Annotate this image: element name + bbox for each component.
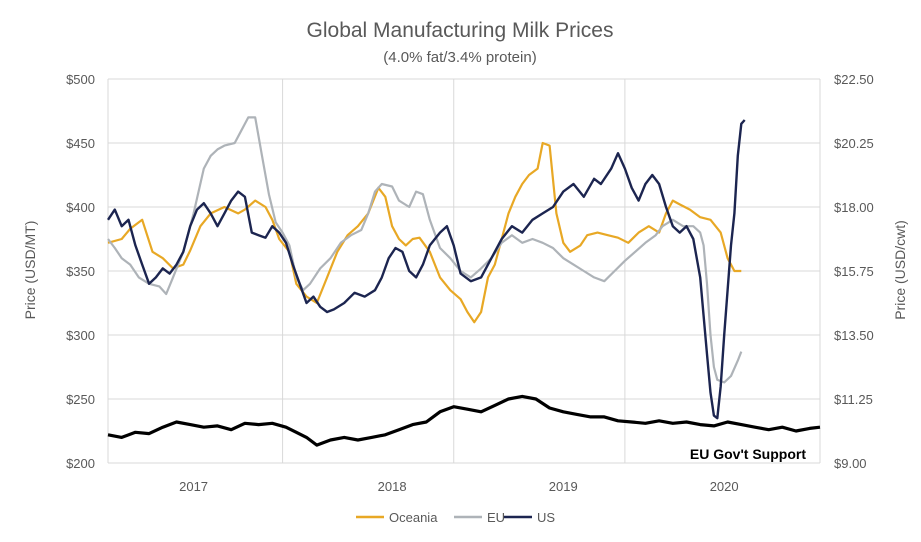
eu-gov-support-annotation: EU Gov't Support <box>690 446 806 462</box>
x-tick-label: 2020 <box>710 479 739 494</box>
y-tick-right: $20.25 <box>834 136 874 151</box>
y-tick-right: $15.75 <box>834 264 874 279</box>
legend-label-eu: EU <box>487 510 505 525</box>
series-line-eu-gov-t-support <box>107 394 821 447</box>
legend-label-oceania: Oceania <box>389 510 438 525</box>
y-tick-right: $22.50 <box>834 72 874 87</box>
right-y-axis: $22.50 $20.25 $18.00 $15.75 $13.50 $11.25 $9.0… <box>834 72 874 471</box>
legend: Oceania EU US <box>356 510 555 525</box>
y-tick-right: $13.50 <box>834 328 874 343</box>
x-tick-label: 2017 <box>179 479 208 494</box>
chart-title: Global Manufacturing Milk Prices <box>307 19 614 42</box>
y-tick-left: $300 <box>66 328 95 343</box>
y-tick-left: $200 <box>66 456 95 471</box>
x-axis: 2017 2018 2019 2020 <box>179 479 738 494</box>
y-tick-left: $450 <box>66 136 95 151</box>
y-tick-left: $400 <box>66 200 95 215</box>
right-y-axis-label: Price (USD/cwt) <box>892 220 908 320</box>
series-line-us <box>107 119 746 420</box>
y-tick-right: $9.00 <box>834 456 867 471</box>
left-y-axis: $500 $450 $400 $350 $300 $250 $200 <box>66 72 95 471</box>
y-tick-right: $11.25 <box>834 392 873 407</box>
series-line-eu <box>107 116 743 384</box>
legend-label-us: US <box>537 510 555 525</box>
left-y-axis-label: Price (USD/MT) <box>22 221 38 320</box>
y-tick-right: $18.00 <box>834 200 874 215</box>
y-tick-left: $500 <box>66 72 95 87</box>
series-line-oceania <box>107 141 742 324</box>
y-tick-left: $250 <box>66 392 95 407</box>
series-lines <box>107 116 821 447</box>
x-tick-label: 2019 <box>549 479 578 494</box>
y-tick-left: $350 <box>66 264 95 279</box>
x-tick-label: 2018 <box>378 479 407 494</box>
chart-subtitle: (4.0% fat/3.4% protein) <box>383 49 536 66</box>
